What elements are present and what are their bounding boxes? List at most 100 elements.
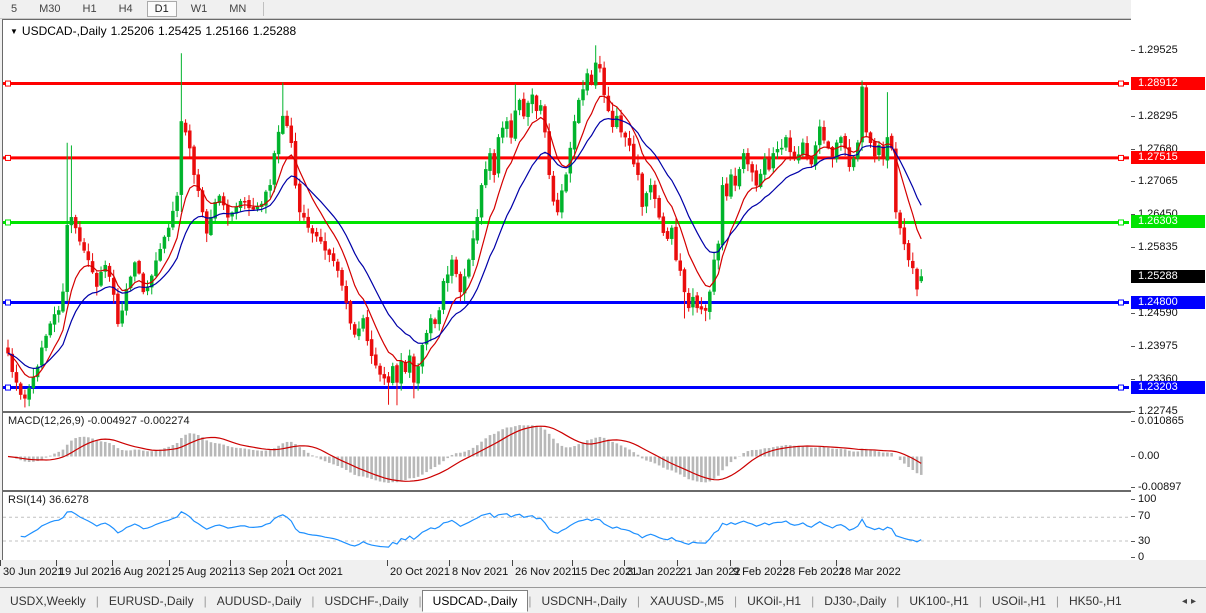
level-price-badge: 1.28912: [1131, 76, 1205, 90]
ohlc-high: 1.25425: [158, 24, 202, 38]
symbol-tabs: USDX,Weekly | EURUSD-,Daily | AUDUSD-,Daily |…: [0, 587, 1206, 613]
timeframe-toolbar: 5 M30 H1 H4 D1 W1 MN: [0, 0, 1206, 19]
macd-chart[interactable]: [3, 413, 1129, 488]
date-axis[interactable]: 30 Jun 2021 19 Jul 2021 6 Aug 2021 25 Aug 2…: [0, 560, 1206, 587]
candles-group[interactable]: [6, 45, 923, 408]
date-tick: [286, 560, 287, 566]
timeframe-button-d1[interactable]: D1: [146, 1, 177, 17]
symbol-dropdown-icon[interactable]: ▼: [10, 27, 18, 36]
horizontal-level-line-1-28912[interactable]: [3, 80, 1129, 87]
macd-histogram: [10, 425, 923, 483]
timeframe-button-h1[interactable]: H1: [82, 3, 97, 15]
date-tick: [169, 560, 170, 566]
date-label: 30 Jun 2021: [3, 566, 64, 578]
tab-divider: |: [528, 594, 532, 608]
tab-hk50-h1[interactable]: HK50-,H1: [1069, 594, 1122, 608]
level-price-badge: 1.27515: [1131, 150, 1205, 164]
horizontal-level-line-1-26303[interactable]: [3, 219, 1129, 226]
tab-scroll-arrows[interactable]: ◂▸: [1182, 596, 1200, 607]
date-tick: [624, 560, 625, 566]
rsi-pane[interactable]: RSI(14) 36.6278: [2, 491, 1132, 561]
chart-title: ▼ USDCAD-,Daily 1.25206 1.25425 1.25166 1.252…: [10, 24, 300, 38]
date-tick: [730, 560, 731, 566]
rsi-line: [20, 510, 922, 548]
horizontal-level-line-1-24800[interactable]: [3, 299, 1129, 306]
tab-divider: |: [636, 594, 640, 608]
date-label: 15 Dec 2021: [575, 566, 638, 578]
tab-dj30-daily[interactable]: DJ30-,Daily: [824, 594, 887, 608]
toolbar-divider: [263, 2, 265, 16]
date-tick: [449, 560, 450, 566]
tab-divider: |: [978, 594, 982, 608]
price-chart-pane[interactable]: ▼ USDCAD-,Daily 1.25206 1.25425 1.25166 1.252…: [2, 19, 1132, 412]
date-label: 28 Feb 2022: [783, 566, 845, 578]
ma-fast-line[interactable]: [7, 95, 922, 378]
tab-usdchf-daily[interactable]: USDCHF-,Daily: [324, 594, 409, 608]
tab-usdx-weekly[interactable]: USDX,Weekly: [10, 594, 86, 608]
tab-usdcnh-daily[interactable]: USDCNH-,Daily: [541, 594, 627, 608]
date-tick: [836, 560, 837, 566]
candlestick-chart[interactable]: [3, 20, 1129, 409]
macd-signal-value: -0.002274: [140, 415, 190, 427]
date-tick: [56, 560, 57, 566]
ohlc-low: 1.25166: [205, 24, 249, 38]
date-label: 25 Aug 2021: [172, 566, 234, 578]
tab-divider: |: [733, 594, 738, 608]
tab-ukoil-h1[interactable]: UKOil-,H1: [747, 594, 802, 608]
date-label: 9 Feb 2022: [733, 566, 789, 578]
date-label: 3 Jan 2022: [627, 566, 682, 578]
macd-signal-line: [7, 425, 922, 482]
date-tick: [677, 560, 678, 566]
tab-uk100-h1[interactable]: UK100-,H1: [909, 594, 969, 608]
ma-slow-line[interactable]: [7, 117, 922, 370]
tab-scroll-left-icon[interactable]: ◂: [1181, 595, 1191, 607]
date-label: 1 Oct 2021: [289, 566, 343, 578]
tab-divider: |: [418, 594, 422, 608]
macd-value: -0.004927: [87, 415, 138, 427]
timeframe-button-h4[interactable]: H4: [118, 3, 133, 15]
date-tick: [0, 560, 1, 566]
date-tick: [572, 560, 573, 566]
tab-divider: |: [311, 594, 315, 608]
horizontal-level-line-1-27515[interactable]: [3, 154, 1129, 161]
date-tick: [387, 560, 388, 566]
chart-symbol-label: USDCAD-,Daily: [21, 24, 107, 38]
level-price-badge: 1.24800: [1131, 295, 1205, 309]
horizontal-level-line-1-23203[interactable]: [3, 384, 1129, 391]
level-price-badge: 1.23203: [1131, 380, 1205, 394]
tab-scroll-right-icon[interactable]: ▸: [1190, 595, 1200, 607]
tab-audusd-daily[interactable]: AUDUSD-,Daily: [216, 594, 302, 608]
date-tick: [512, 560, 513, 566]
tab-divider: |: [811, 594, 815, 608]
tab-eurusd-daily[interactable]: EURUSD-,Daily: [108, 594, 194, 608]
price-axis[interactable]: 1.29525 1.28295 1.27680 1.27065 1.26450 1.258…: [1131, 0, 1206, 585]
date-label: 6 Aug 2021: [115, 566, 171, 578]
timeframe-button-w1[interactable]: W1: [190, 3, 208, 15]
tab-divider: |: [95, 594, 99, 608]
ohlc-close: 1.25288: [252, 24, 297, 38]
timeframe-button-mn[interactable]: MN: [229, 3, 247, 15]
tab-usdcad-daily[interactable]: USDCAD-,Daily: [421, 590, 529, 612]
tab-divider: |: [1055, 594, 1060, 608]
rsi-value: 36.6278: [48, 494, 89, 506]
date-label: 26 Nov 2021: [515, 566, 578, 578]
date-label: 20 Oct 2021: [390, 566, 450, 578]
macd-label: MACD(12,26,9) -0.004927 -0.002274: [8, 415, 190, 427]
date-tick: [230, 560, 231, 566]
date-label: 21 Jan 2022: [680, 566, 741, 578]
tab-divider: |: [203, 594, 207, 608]
timeframe-button-5[interactable]: 5: [11, 3, 18, 15]
date-label: 8 Nov 2021: [452, 566, 509, 578]
current-price-badge: 1.25288: [1131, 269, 1205, 283]
tab-xauusd-m5[interactable]: XAUUSD-,M5: [649, 594, 724, 608]
tab-usoil-h1[interactable]: USOil-,H1: [991, 594, 1046, 608]
ohlc-open: 1.25206: [110, 24, 154, 38]
macd-pane[interactable]: MACD(12,26,9) -0.004927 -0.002274: [2, 412, 1132, 491]
date-label: 13 Sep 2021: [233, 566, 296, 578]
rsi-chart[interactable]: [3, 492, 1129, 558]
date-label: 19 Jul 2021: [59, 566, 116, 578]
date-label: 18 Mar 2022: [839, 566, 901, 578]
timeframe-button-m30[interactable]: M30: [39, 3, 61, 15]
date-tick: [112, 560, 113, 566]
